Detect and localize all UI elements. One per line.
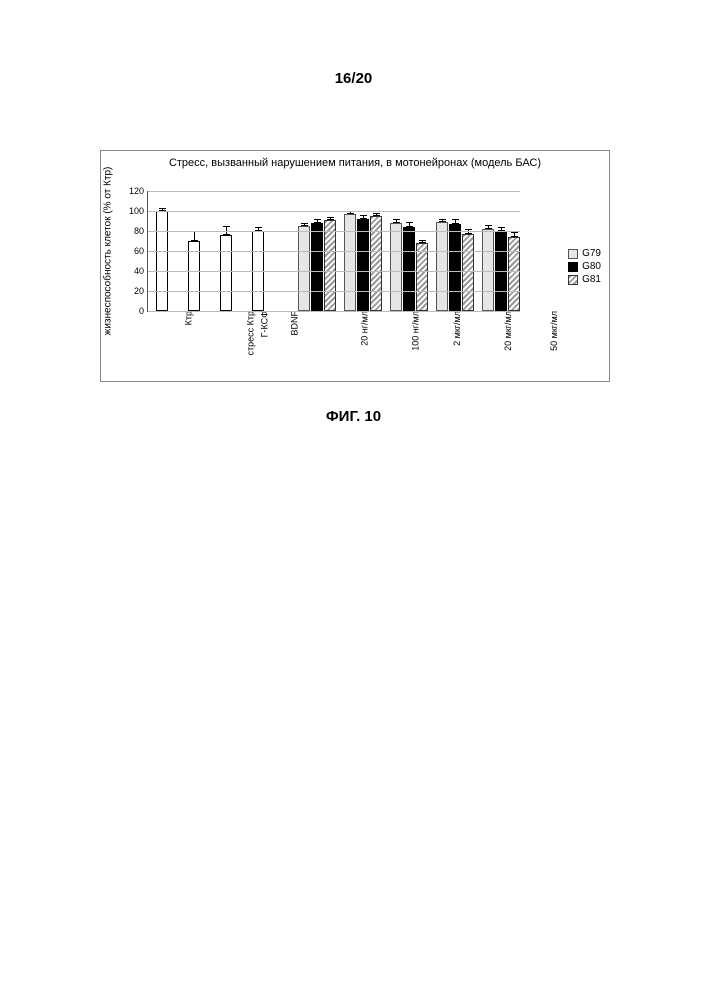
gridline: [148, 251, 520, 252]
gridline: [148, 231, 520, 232]
y-axis-label: жизнеспособность клеток (% от Ктр): [103, 167, 114, 336]
y-tick-label: 0: [139, 306, 148, 316]
error-bar: [422, 240, 423, 243]
chart-title: Стресс, вызванный нарушением питания, в …: [161, 157, 549, 171]
x-tick-label: 20 мкг/мл: [499, 311, 512, 351]
bar: [311, 223, 323, 311]
bar: [357, 219, 369, 311]
bar: [436, 222, 448, 311]
bar: [508, 237, 520, 311]
bar: [298, 226, 310, 311]
x-tick-label: Ктр: [180, 311, 193, 325]
legend-label: G80: [582, 261, 601, 272]
x-tick-label: 2 мкг/мл: [448, 311, 461, 346]
legend-swatch: [568, 275, 578, 285]
bar: [482, 229, 494, 311]
figure-caption: ФИГ. 10: [0, 408, 707, 425]
page: 16/20 Стресс, вызванный нарушением питан…: [0, 0, 707, 1000]
y-tick-label: 40: [134, 266, 148, 276]
error-bar: [442, 219, 443, 222]
bar: [449, 224, 461, 311]
bar: [344, 214, 356, 311]
legend-item: G80: [568, 261, 601, 272]
legend-swatch: [568, 249, 578, 259]
legend: G79 G80 G81: [568, 246, 601, 287]
x-tick-label: 50 мкг/мл: [545, 311, 558, 351]
error-bar: [396, 219, 397, 223]
x-tick-label: стресс Ктр: [243, 311, 256, 356]
error-bar: [304, 223, 305, 226]
legend-item: G81: [568, 274, 601, 285]
error-bar: [317, 219, 318, 223]
chart: Стресс, вызванный нарушением питания, в …: [100, 150, 610, 382]
error-bar: [363, 215, 364, 219]
legend-item: G79: [568, 248, 601, 259]
page-number: 16/20: [0, 70, 707, 87]
error-bar: [488, 225, 489, 229]
gridline: [148, 271, 520, 272]
error-bar: [409, 222, 410, 227]
bar: [220, 235, 232, 311]
gridline: [148, 211, 520, 212]
gridline: [148, 191, 520, 192]
y-tick-label: 120: [129, 186, 148, 196]
x-tick-label: BDNF: [287, 311, 300, 336]
error-bar: [514, 232, 515, 237]
x-tick-label: 100 нг/мл: [407, 311, 420, 351]
y-tick-label: 100: [129, 206, 148, 216]
gridline: [148, 291, 520, 292]
bar: [403, 227, 415, 311]
bar: [156, 211, 168, 311]
y-tick-label: 20: [134, 286, 148, 296]
x-tick-label: Г-КСФ: [256, 311, 269, 337]
error-bar: [376, 213, 377, 216]
error-bar: [330, 217, 331, 220]
y-tick-label: 80: [134, 226, 148, 236]
bar: [462, 234, 474, 311]
bar: [324, 220, 336, 311]
legend-label: G79: [582, 248, 601, 259]
bar: [390, 223, 402, 311]
y-tick-label: 60: [134, 246, 148, 256]
x-tick-label: 20 нг/мл: [356, 311, 369, 346]
error-bar: [194, 231, 195, 241]
error-bar: [455, 219, 456, 224]
bar: [416, 243, 428, 311]
plot-area: жизнеспособность клеток (% от Ктр) Ктрст…: [147, 191, 520, 312]
gridline: [148, 311, 520, 312]
legend-label: G81: [582, 274, 601, 285]
legend-swatch: [568, 262, 578, 272]
